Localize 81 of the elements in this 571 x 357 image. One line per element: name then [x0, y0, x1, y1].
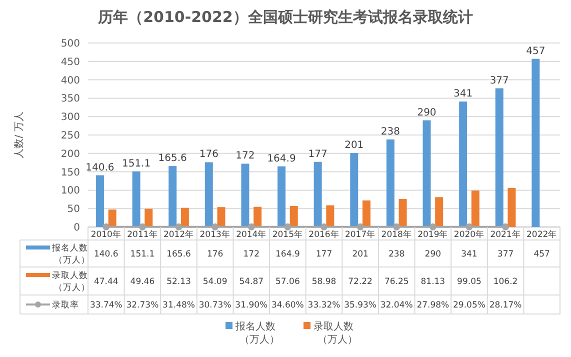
- data-label: 140.6: [94, 249, 118, 260]
- x-tick-label: 2019年: [418, 229, 448, 240]
- data-label: 164.9: [276, 249, 300, 260]
- x-tick-label: 2015年: [272, 229, 304, 240]
- x-tick-label: 2014年: [236, 229, 267, 240]
- data-label: 32.04%: [380, 300, 413, 310]
- data-label: 377: [497, 249, 514, 260]
- data-label: 81.13: [420, 276, 446, 287]
- data-label: 457: [534, 249, 550, 260]
- y-tick-label: 100: [60, 186, 80, 197]
- data-label: 47.44: [94, 276, 118, 287]
- data-label: 177: [316, 249, 332, 260]
- y-tick-label: 450: [60, 56, 80, 68]
- text: 341: [454, 88, 473, 100]
- data-label: 290: [424, 249, 442, 260]
- text: 201: [344, 140, 364, 152]
- text: 290: [417, 107, 436, 118]
- data-label: 54.09: [202, 276, 228, 287]
- text: 165.6: [158, 153, 187, 164]
- text: 176: [199, 149, 218, 160]
- x-tick-label: 2022年: [526, 229, 558, 240]
- data-label: 33.74%: [90, 300, 122, 310]
- y-tick-label: 50: [67, 204, 80, 216]
- x-tick-label: 2012年: [163, 229, 194, 240]
- data-label: 165.6: [166, 249, 191, 260]
- data-label: 172: [243, 249, 260, 260]
- data-label: 201: [352, 249, 368, 260]
- text: 177: [308, 148, 328, 160]
- y-tick-label: 400: [60, 75, 80, 86]
- data-label: 76.25: [384, 276, 409, 287]
- data-label: 34.60%: [271, 300, 304, 310]
- legend-label: 录取率: [52, 299, 79, 310]
- data-label: 52.13: [166, 276, 191, 287]
- text: 172: [236, 150, 255, 162]
- text: 377: [490, 75, 509, 86]
- data-label: 29.05%: [453, 300, 486, 310]
- x-tick-label: 2021年: [490, 229, 521, 240]
- text: 录取人数（万人）: [314, 322, 358, 346]
- x-tick-label: 2011年: [127, 229, 158, 240]
- data-label: 57.06: [276, 276, 300, 287]
- text: 457: [526, 46, 546, 57]
- data-label: 30.73%: [198, 300, 232, 310]
- legend-label: 报名人数（万人）: [51, 242, 90, 266]
- data-label: 99.05: [457, 276, 482, 287]
- data-label: 32.73%: [126, 300, 159, 310]
- data-label: 49.46: [130, 276, 155, 287]
- data-label: 176: [206, 249, 224, 260]
- data-label: 33.32%: [308, 300, 340, 310]
- text: 238: [380, 126, 400, 138]
- x-tick-label: 2018年: [381, 229, 412, 240]
- data-label: 31.90%: [235, 300, 268, 310]
- data-label: 54.87: [239, 276, 264, 287]
- text: 151.1: [122, 158, 151, 170]
- data-label: 27.98%: [416, 300, 450, 310]
- data-label: 28.17%: [489, 300, 522, 310]
- data-label: 31.48%: [162, 300, 195, 310]
- data-label: 341: [461, 249, 478, 260]
- data-label: 106.2: [493, 276, 518, 287]
- legend-label: 录取人数（万人）: [52, 270, 90, 293]
- y-tick-label: 150: [60, 167, 80, 178]
- data-label: 58.98: [312, 276, 336, 287]
- x-tick-label: 2017年: [344, 229, 376, 240]
- x-tick-label: 2020年: [454, 229, 485, 240]
- data-label: 151.1: [130, 249, 155, 260]
- x-tick-label: 2013年: [200, 229, 230, 240]
- y-tick-label: 200: [60, 148, 80, 160]
- y-tick-label: 500: [60, 38, 80, 50]
- data-label: 72.22: [348, 276, 372, 287]
- y-axis-title: 人数/ 万人: [14, 112, 25, 158]
- text: 140.6: [86, 162, 114, 174]
- text: 164.9: [267, 153, 296, 164]
- x-tick-label: 2016年: [308, 229, 340, 240]
- data-label: 35.93%: [344, 300, 377, 310]
- y-tick-label: 300: [60, 112, 80, 124]
- y-tick-label: 350: [60, 94, 80, 105]
- y-tick-label: 0: [74, 222, 80, 234]
- x-tick-label: 2010年: [90, 229, 122, 240]
- text: 报名人数（万人）: [236, 322, 280, 346]
- data-label: 238: [388, 249, 405, 260]
- chart-title: 历年（2010-2022）全国硕士研究生考试报名录取统计: [97, 8, 473, 26]
- y-tick-label: 250: [60, 130, 80, 142]
